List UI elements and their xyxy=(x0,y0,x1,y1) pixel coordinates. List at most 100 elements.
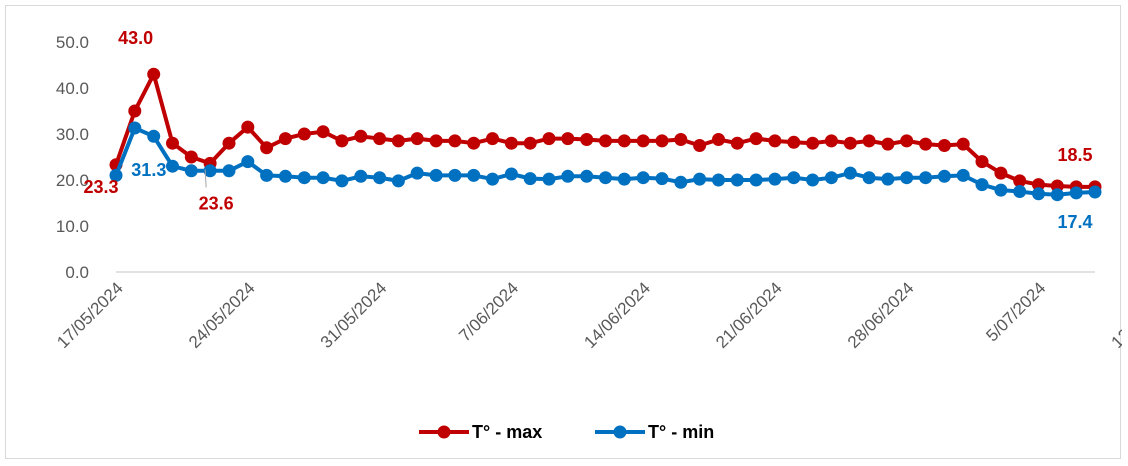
data-point xyxy=(128,104,142,118)
data-point xyxy=(542,132,556,146)
x-tick-label: 24/05/2024 xyxy=(185,278,259,352)
series-min xyxy=(109,121,1102,202)
data-point xyxy=(523,172,537,186)
data-point xyxy=(937,169,951,183)
data-point xyxy=(806,173,820,187)
y-tick-label: 40.0 xyxy=(56,79,89,98)
data-point xyxy=(316,171,330,185)
data-point xyxy=(824,134,838,148)
series-line xyxy=(114,72,1095,189)
data-point xyxy=(467,136,481,150)
data-point xyxy=(429,134,443,148)
data-point xyxy=(843,166,857,180)
x-tick-label: 17/05/2024 xyxy=(53,278,127,352)
data-point xyxy=(994,183,1008,197)
data-point xyxy=(693,139,707,152)
data-point xyxy=(881,137,895,151)
legend-marker-icon xyxy=(437,425,451,439)
data-point xyxy=(260,141,274,155)
data-label: 23.6 xyxy=(199,193,234,213)
data-labels: 23.3 43.0 23.6 18.5 31.3 17.4 xyxy=(83,28,1092,232)
data-label: 43.0 xyxy=(118,28,153,48)
data-point xyxy=(1013,174,1027,188)
data-point xyxy=(730,173,744,187)
data-point xyxy=(354,169,368,183)
data-point xyxy=(166,136,179,150)
data-point xyxy=(222,164,236,178)
data-point xyxy=(1050,188,1064,202)
data-point xyxy=(241,155,255,169)
data-point xyxy=(1088,185,1102,199)
x-tick-label: 21/06/2024 xyxy=(712,278,786,352)
data-point xyxy=(410,166,424,180)
data-point xyxy=(316,125,330,139)
data-point xyxy=(448,168,462,182)
data-point xyxy=(617,134,631,148)
data-point xyxy=(222,136,236,150)
data-point xyxy=(335,134,349,148)
data-point xyxy=(391,174,405,188)
data-point xyxy=(580,133,594,146)
data-point xyxy=(768,134,782,148)
data-point xyxy=(674,175,688,189)
data-point xyxy=(373,132,387,146)
data-point xyxy=(504,136,518,150)
data-point xyxy=(787,135,801,149)
data-point xyxy=(655,134,669,148)
data-point xyxy=(1032,178,1045,192)
data-point xyxy=(712,173,725,187)
data-point xyxy=(787,171,801,185)
x-tick-label: 14/06/2024 xyxy=(580,278,654,352)
legend: T° - max T° - min xyxy=(419,422,714,442)
data-point xyxy=(297,171,311,185)
data-point xyxy=(749,132,763,146)
data-point xyxy=(1013,185,1027,198)
x-tick-label: 7/06/2024 xyxy=(455,278,522,345)
data-point xyxy=(467,168,481,182)
data-point xyxy=(391,134,405,148)
data-point xyxy=(900,134,914,148)
data-point xyxy=(843,136,857,150)
data-point xyxy=(806,136,820,150)
y-axis: 0.0 10.0 20.0 30.0 40.0 50.0 xyxy=(56,33,89,282)
data-point xyxy=(486,132,499,146)
x-tick-label: 31/05/2024 xyxy=(317,278,391,352)
data-label: 31.3 xyxy=(131,160,166,180)
x-axis-ticks: 17/05/2024 24/05/2024 31/05/2024 7/06/2024 1… xyxy=(53,278,1128,352)
data-point xyxy=(975,178,989,192)
y-tick-label: 50.0 xyxy=(56,33,89,52)
data-point xyxy=(975,155,989,169)
data-point xyxy=(655,172,669,186)
data-point xyxy=(297,127,311,141)
data-point xyxy=(674,133,688,146)
data-point xyxy=(919,137,933,151)
data-point xyxy=(523,136,537,150)
data-point xyxy=(354,129,368,143)
data-point xyxy=(881,172,895,186)
legend-label: T° - max xyxy=(472,422,542,442)
data-point xyxy=(712,133,725,146)
label-leader-line xyxy=(204,169,207,188)
line-chart: 0.0 10.0 20.0 30.0 40.0 50.0 17/05/2024 24/05/… xyxy=(53,28,1128,442)
data-point xyxy=(900,171,914,185)
legend-item: T° - max xyxy=(419,422,542,442)
data-point xyxy=(994,166,1008,180)
data-point xyxy=(561,169,575,183)
data-point xyxy=(768,172,782,186)
data-point xyxy=(561,132,575,146)
data-point xyxy=(919,171,933,185)
x-tick-label: 12/07/2024 xyxy=(1108,278,1122,352)
legend-marker-icon xyxy=(613,425,627,439)
data-point xyxy=(730,136,744,150)
data-point xyxy=(429,168,443,182)
data-point xyxy=(278,169,292,183)
data-point xyxy=(335,174,349,188)
data-point xyxy=(1069,186,1083,200)
data-point xyxy=(128,121,142,135)
data-point xyxy=(1032,187,1045,201)
data-point xyxy=(241,120,255,134)
y-tick-label: 0.0 xyxy=(65,263,89,282)
data-point xyxy=(184,164,198,178)
y-tick-label: 30.0 xyxy=(56,125,89,144)
data-point xyxy=(278,132,292,146)
